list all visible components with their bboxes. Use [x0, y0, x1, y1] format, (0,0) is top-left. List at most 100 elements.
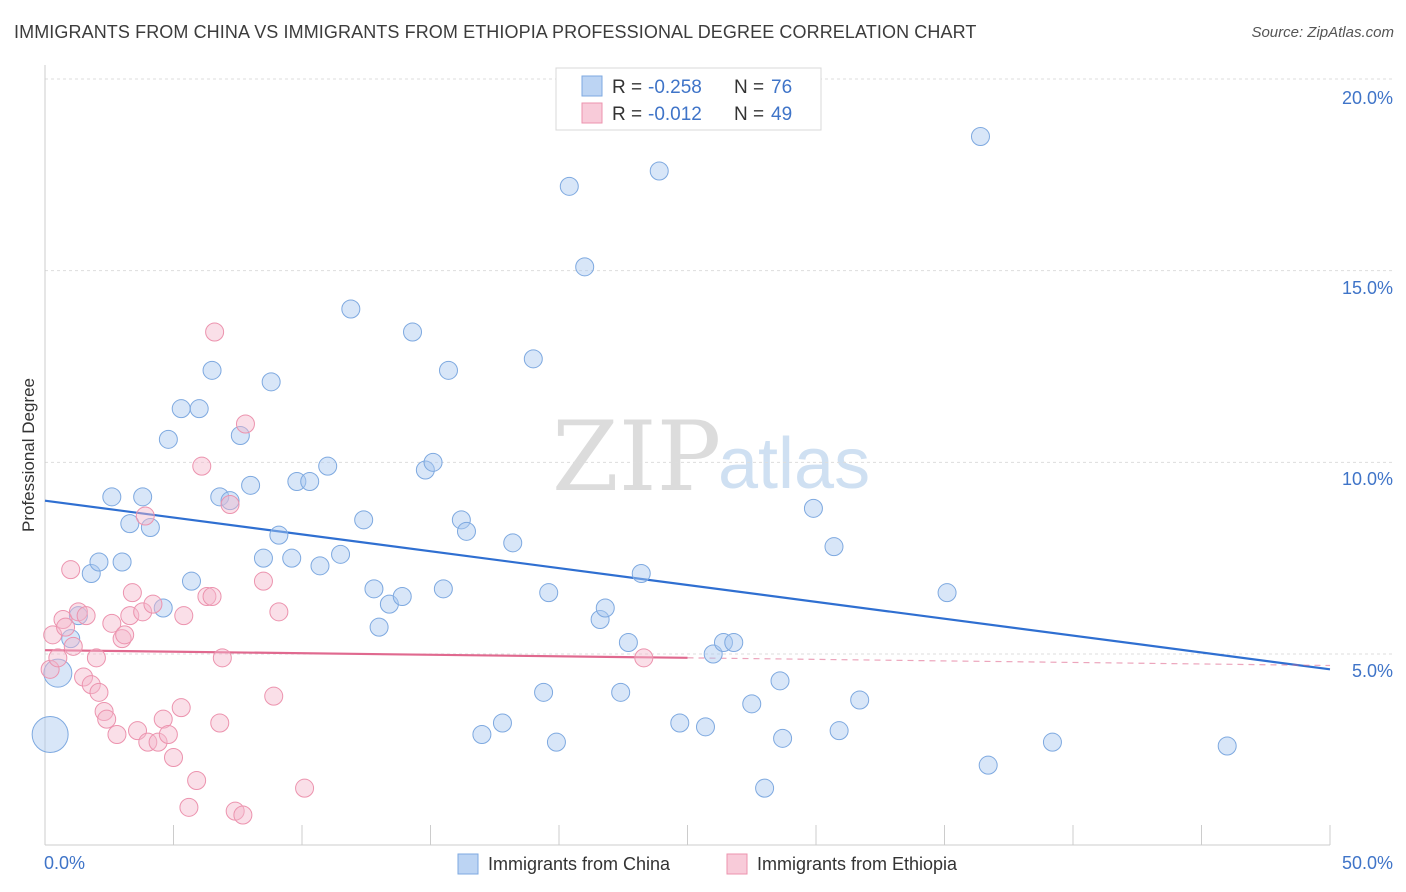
data-point-ethiopia — [269, 602, 289, 622]
data-point-ethiopia — [74, 667, 94, 687]
data-point-china — [189, 399, 209, 419]
data-point-china — [755, 778, 775, 798]
data-point-china — [102, 487, 122, 507]
bottom-legend: Immigrants from China Immigrants from Et… — [457, 853, 958, 875]
data-points — [31, 127, 1237, 825]
data-point-china — [456, 521, 476, 541]
data-point-china — [120, 514, 140, 534]
data-point-china — [140, 518, 160, 537]
trend-line-ethiopia — [44, 649, 688, 659]
trend-line-china — [44, 499, 1331, 671]
data-point-china — [590, 610, 610, 629]
chart-title: IMMIGRANTS FROM CHINA VS IMMIGRANTS FROM… — [14, 22, 977, 42]
legend-swatch-china — [581, 75, 603, 97]
data-point-china — [770, 671, 790, 691]
data-point-ethiopia — [210, 713, 230, 733]
data-point-ethiopia — [192, 456, 212, 476]
data-point-china — [670, 713, 690, 733]
data-point-ethiopia — [153, 709, 173, 729]
data-point-ethiopia — [179, 797, 199, 817]
data-point-china — [318, 456, 338, 476]
data-point-ethiopia — [264, 686, 284, 706]
data-point-china — [937, 583, 957, 603]
data-point-ethiopia — [235, 414, 255, 434]
legend-r-value-china: -0.258 — [648, 77, 702, 98]
data-point-ethiopia — [107, 725, 127, 744]
data-point-china — [850, 690, 870, 710]
data-point-ethiopia — [135, 506, 155, 526]
data-point-china — [503, 533, 523, 553]
legend-n-label-ethiopia: N = — [734, 104, 764, 125]
data-point-china — [261, 372, 281, 392]
data-point-china — [210, 487, 230, 507]
bottom-legend-label-china: Immigrants from China — [488, 854, 671, 874]
data-point-ethiopia — [89, 682, 109, 702]
data-point-china — [713, 633, 733, 652]
data-point-ethiopia — [220, 495, 240, 514]
data-point-ethiopia — [202, 587, 222, 606]
data-point-china — [742, 694, 762, 714]
legend-r-label-china: R = — [612, 77, 642, 98]
data-point-china — [61, 629, 81, 649]
gridlines — [45, 78, 1393, 655]
data-point-china — [253, 548, 273, 568]
data-point-ethiopia — [158, 725, 178, 744]
data-point-china — [369, 617, 389, 637]
data-point-china — [171, 399, 191, 419]
data-point-china — [649, 161, 669, 181]
data-point-china — [230, 426, 250, 445]
data-point-china — [803, 498, 823, 518]
data-point-ethiopia — [86, 648, 106, 668]
data-point-china — [331, 544, 351, 564]
legend-r-value-ethiopia: -0.012 — [648, 104, 702, 125]
data-point-ethiopia — [164, 748, 183, 767]
data-point-china — [403, 322, 423, 342]
data-point-ethiopia — [94, 702, 114, 721]
data-point-ethiopia — [295, 778, 315, 798]
bottom-legend-swatch-china — [457, 853, 479, 875]
data-point-china — [81, 564, 101, 583]
source-label: Source: ZipAtlas.com — [1251, 24, 1394, 41]
legend-n-value-china: 76 — [771, 77, 792, 98]
data-point-ethiopia — [48, 648, 68, 668]
data-point-ethiopia — [233, 805, 253, 825]
y-tick-label-5: 5.0% — [1352, 661, 1393, 681]
data-point-china — [158, 429, 178, 449]
data-point-ethiopia — [97, 709, 117, 729]
watermark-zip: ZIP — [552, 401, 721, 513]
bottom-legend-swatch-ethiopia — [726, 853, 748, 875]
data-point-china — [133, 487, 153, 507]
legend-n-label-china: N = — [734, 77, 764, 98]
data-point-china — [611, 682, 631, 702]
watermark-atlas: atlas — [718, 424, 870, 504]
y-tick-label-15: 15.0% — [1342, 278, 1393, 298]
legend-r-label-ethiopia: R = — [612, 104, 642, 125]
data-point-ethiopia — [634, 648, 654, 668]
data-point-china — [415, 460, 435, 480]
data-point-ethiopia — [171, 698, 191, 718]
data-point-china — [282, 548, 302, 568]
data-point-ethiopia — [143, 594, 163, 614]
data-point-ethiopia — [81, 675, 101, 695]
data-point-china — [112, 552, 132, 572]
data-point-china — [451, 510, 471, 530]
data-point-ethiopia — [205, 322, 225, 342]
data-point-ethiopia — [61, 560, 81, 580]
data-point-china — [978, 755, 998, 775]
data-point-china — [546, 732, 566, 752]
data-point-china — [523, 349, 543, 369]
data-point-china — [1217, 736, 1237, 756]
y-tick-label-10: 10.0% — [1342, 469, 1393, 489]
data-point-ethiopia — [138, 732, 158, 752]
data-point-china — [89, 552, 109, 572]
data-point-china — [1042, 732, 1062, 752]
trend-lines — [44, 499, 1331, 671]
data-point-china — [31, 716, 69, 753]
data-point-china — [364, 579, 384, 599]
trend-line-ethiopia-extension — [687, 657, 1331, 667]
top-legend: R = -0.258 N = 76 R = -0.012 N = 49 — [555, 67, 822, 131]
data-point-china — [354, 510, 374, 530]
data-point-china — [829, 721, 849, 741]
data-point-ethiopia — [76, 606, 96, 626]
